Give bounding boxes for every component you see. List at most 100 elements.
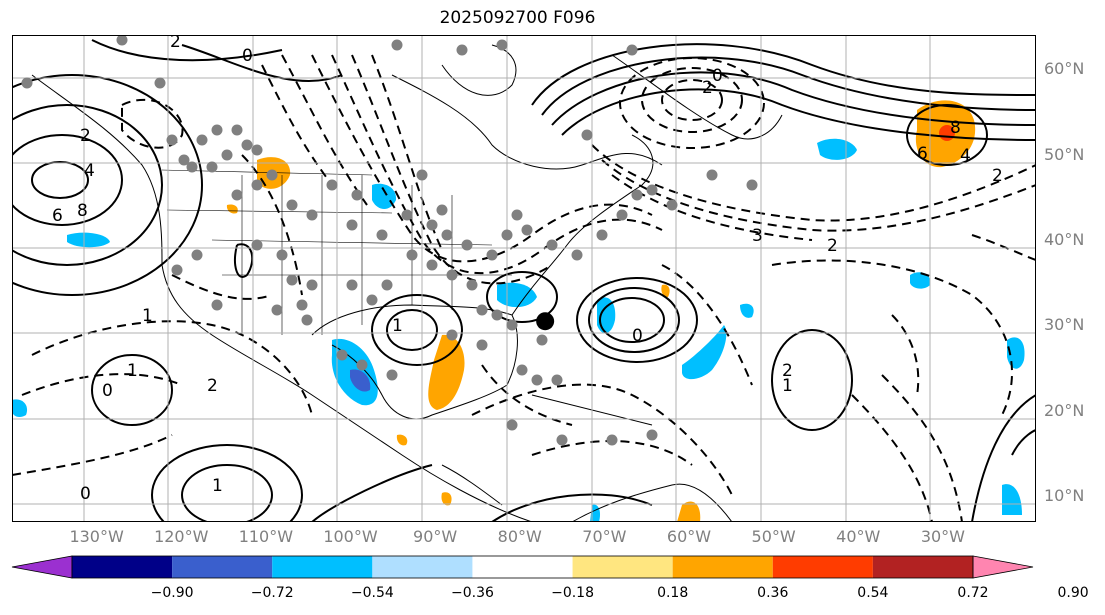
- lon-label: 110°W: [238, 527, 294, 546]
- station-marker: [351, 189, 363, 201]
- colorbar: [11, 555, 1034, 579]
- map-title: 2025092700 F096: [439, 8, 596, 28]
- colorbar-extend-high: [972, 555, 1034, 579]
- contour-label: 2: [170, 35, 181, 52]
- contour-west-2: [241, 154, 303, 296]
- contour-pacific-high-2: [12, 134, 123, 226]
- station-marker: [366, 294, 378, 306]
- contour-gulf-high-1: [386, 309, 438, 351]
- lon-label: 60°W: [666, 527, 712, 546]
- station-marker: [271, 304, 283, 316]
- station-marker: [466, 279, 478, 291]
- station-marker: [231, 189, 243, 201]
- contour-label: 8: [77, 201, 88, 221]
- station-marker: [401, 209, 413, 221]
- contour-label: 2: [992, 166, 1003, 186]
- contour-label: 0: [632, 326, 643, 346]
- contour-mid-2: [531, 440, 693, 466]
- coast-greenland: [611, 54, 783, 140]
- shade-blue-westedge: [12, 399, 28, 418]
- shade-blue-atl3: [740, 303, 754, 318]
- station-marker: [186, 161, 198, 173]
- station-marker: [461, 239, 473, 251]
- station-marker: [426, 219, 438, 231]
- contour-label: 0: [712, 66, 723, 86]
- contour-label: 8: [950, 118, 961, 138]
- contour-sw-3: [12, 434, 173, 476]
- contour-mid-3: [661, 264, 753, 386]
- station-marker: [476, 339, 488, 351]
- contour-pacific-ring: [91, 354, 173, 426]
- station-marker: [416, 169, 428, 181]
- colorbar-tick-label: 0.72: [957, 585, 989, 601]
- contour-trough-3: [351, 54, 553, 285]
- contour-pacific-high-inner: [31, 161, 89, 199]
- station-marker: [286, 199, 298, 211]
- station-marker: [391, 39, 403, 51]
- colorbar-tick-label: −0.36: [450, 585, 494, 601]
- contour-ne-atlantic-high: [906, 104, 988, 166]
- station-marker: [596, 229, 608, 241]
- colorbar-segment: [572, 556, 673, 578]
- shade-blue-atl2: [682, 325, 727, 380]
- contour-label: 1: [142, 306, 153, 326]
- contour-label: 6: [917, 144, 928, 164]
- contour-atlantic-3: [611, 174, 813, 241]
- station-marker: [456, 44, 468, 56]
- lon-label: 90°W: [413, 527, 458, 546]
- shade-blue-atl4: [910, 272, 931, 289]
- contour-label: 1: [212, 476, 223, 496]
- station-marker: [581, 129, 593, 141]
- contour-south-ring-1: [181, 464, 273, 522]
- station-marker: [211, 124, 223, 136]
- contour-low-center: [481, 364, 573, 426]
- shade-orange-sa: [677, 501, 701, 522]
- colorbar-segment: [472, 556, 573, 578]
- station-marker: [266, 169, 278, 181]
- contour-label: 2: [207, 376, 218, 396]
- contour-nw-1: [181, 44, 343, 83]
- station-marker: [171, 264, 183, 276]
- station-marker: [178, 154, 190, 166]
- lon-label: 120°W: [154, 527, 209, 546]
- shade-orange-small2: [396, 434, 408, 446]
- contour-trough-2: [331, 54, 663, 275]
- station-marker: [571, 249, 583, 261]
- contour-east-1: [771, 259, 1013, 416]
- colorbar-segment: [872, 556, 973, 578]
- contour-nw-2: [91, 39, 283, 62]
- station-marker: [551, 374, 563, 386]
- contour-label: 0: [80, 484, 91, 504]
- colorbar-tick-label: −0.54: [350, 585, 394, 601]
- station-marker: [496, 39, 508, 51]
- colorbar-segment: [72, 556, 173, 578]
- lat-label: 20°N: [1044, 400, 1085, 420]
- colorbar-segment: [372, 556, 473, 578]
- station-marker: [211, 299, 223, 311]
- contour-atl-high-2: [588, 287, 680, 353]
- colorbar-tick-label: 0.36: [757, 585, 789, 601]
- contour-mid-1: [471, 383, 733, 496]
- contour-label: 0: [102, 381, 113, 401]
- colorbar-segment: [172, 556, 273, 578]
- colorbar-tick-label: 0.54: [857, 585, 889, 601]
- lon-label: 40°W: [836, 527, 881, 546]
- lon-label: 70°W: [582, 527, 627, 546]
- lon-label: 30°W: [920, 527, 965, 546]
- station-marker: [491, 309, 503, 321]
- contour-atl-high-1: [599, 297, 665, 343]
- station-marker: [506, 319, 518, 331]
- station-marker: [516, 364, 528, 376]
- contour-label: 1: [392, 316, 403, 336]
- station-marker: [251, 179, 263, 191]
- station-marker: [21, 77, 33, 89]
- station-marker: [546, 239, 558, 251]
- station-marker: [206, 161, 218, 173]
- colorbar-tick-label: 0.90: [1057, 585, 1089, 601]
- contour-west-small: [234, 243, 254, 278]
- colorbar-extend-low: [11, 555, 73, 579]
- contour-sw-1: [31, 320, 313, 416]
- station-marker: [166, 134, 178, 146]
